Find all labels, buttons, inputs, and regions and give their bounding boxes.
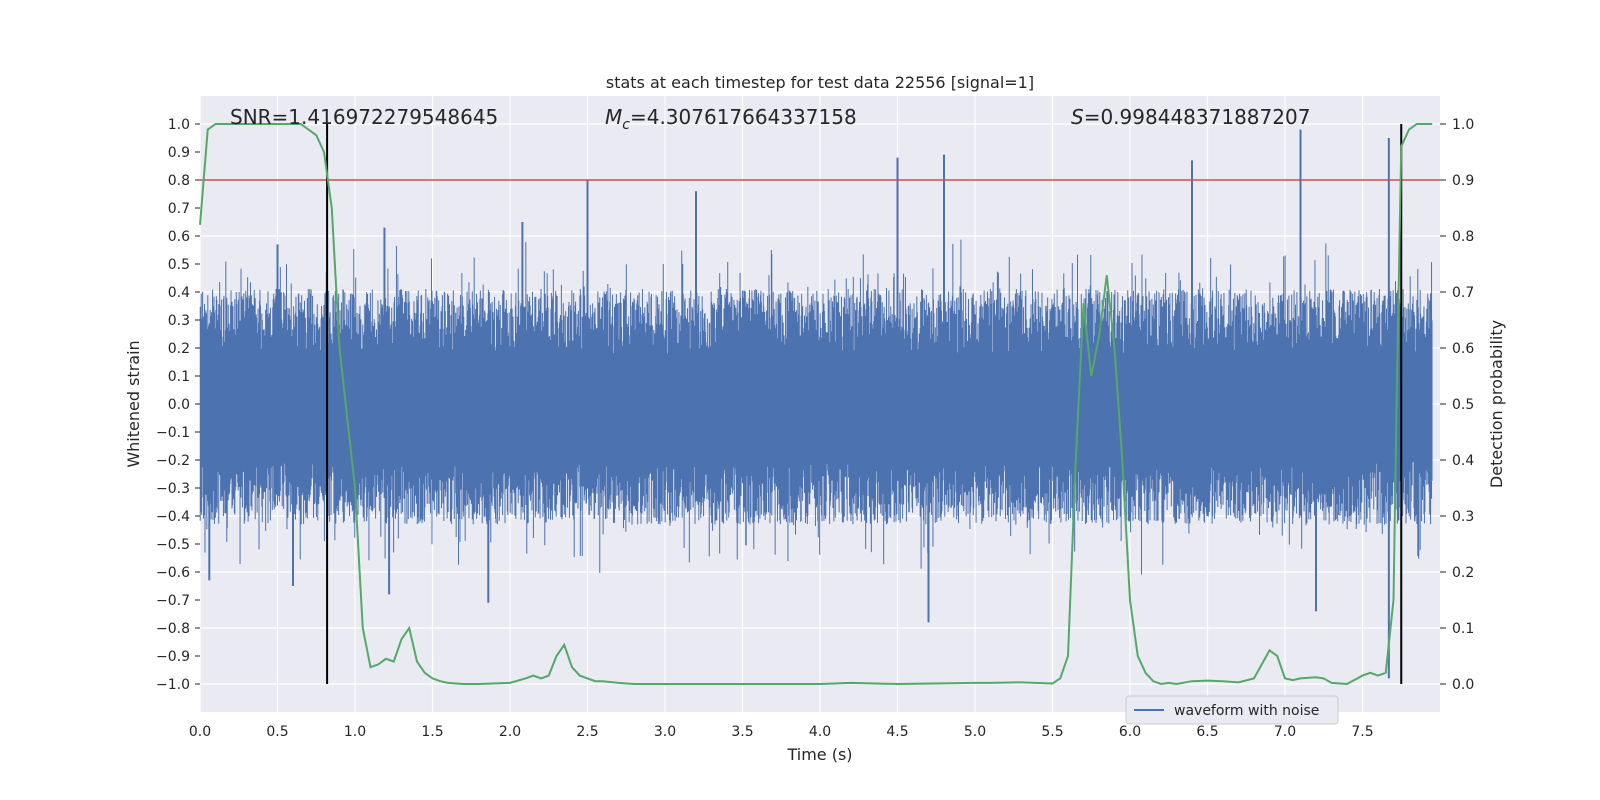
y-tick-label-right: 0.0 [1452,677,1474,693]
y-tick-label-left: 0.1 [168,369,190,385]
y-tick-label-left: −0.5 [156,537,190,553]
x-tick-labels: 0.0 0.5 1.0 1.5 2.0 2.5 3.0 3.5 4.0 4.5 5.0 5.5 6.0 6… [189,724,1374,740]
x-tick-label: 4.0 [809,724,831,740]
x-tick-label: 6.5 [1196,724,1218,740]
y-tick-label-right: 0.5 [1452,397,1474,413]
y-tick-label-left: 1.0 [168,117,190,133]
y-axis-label-right: Detection probability [1487,320,1506,488]
y-tick-label-right: 1.0 [1452,117,1474,133]
y-tick-label-left: −0.2 [156,453,190,469]
y-tick-label-right: 0.8 [1452,229,1474,245]
mc-annotation: Mc=4.307617664337158 [605,105,857,133]
y-tick-label-left: −0.3 [156,481,190,497]
x-tick-label: 6.0 [1119,724,1141,740]
y-tick-label-left: 0.9 [168,145,190,161]
y-tick-label-left: 0.4 [168,285,190,301]
y-tick-label-right: 0.2 [1452,565,1474,581]
x-tick-label: 0.5 [266,724,288,740]
legend: waveform with noise [1125,695,1339,725]
y-tick-labels-right: 1.0 0.9 0.8 0.7 0.6 0.5 0.4 0.3 0.2 0.1 0.0 [1440,117,1474,693]
s-annotation: S=0.998448371887207 [1071,105,1310,129]
x-tick-label: 5.0 [964,724,986,740]
y-tick-label-right: 0.7 [1452,285,1474,301]
waveform-series [199,129,1433,679]
y-tick-label-left: 0.8 [168,173,190,189]
y-tick-label-left: −0.1 [156,425,190,441]
waveform-core-band [200,353,1433,460]
x-tick-label: 7.0 [1274,724,1296,740]
x-tick-label: 2.5 [576,724,598,740]
y-tick-label-right: 0.6 [1452,341,1474,357]
x-tick-label: 4.5 [886,724,908,740]
y-tick-label-right: 0.9 [1452,173,1474,189]
chart-title: stats at each timestep for test data 225… [606,73,1034,92]
y-tick-label-left: 0.2 [168,341,190,357]
y-tick-label-left: 0.0 [168,397,190,413]
y-tick-label-right: 0.1 [1452,621,1474,637]
y-tick-label-left: −0.4 [156,509,190,525]
y-tick-label-left: 0.7 [168,201,190,217]
x-tick-label: 5.5 [1041,724,1063,740]
y-tick-labels-left: 1.0 0.9 0.8 0.7 0.6 0.5 0.4 0.3 0.2 0.1 0.0 −0.1 −0.… [156,117,200,693]
y-tick-label-left: 0.5 [168,257,190,273]
x-tick-label: 3.0 [654,724,676,740]
snr-annotation: SNR=1.416972279548645 [230,105,498,129]
y-tick-label-right: 0.3 [1452,509,1474,525]
y-tick-label-left: −1.0 [156,677,190,693]
x-tick-label: 0.0 [189,724,211,740]
x-axis-label: Time (s) [786,745,852,764]
vertical-markers [326,124,1403,684]
y-tick-label-left: 0.3 [168,313,190,329]
y-tick-label-left: −0.6 [156,565,190,581]
y-tick-label-right: 0.4 [1452,453,1474,469]
x-tick-label: 7.5 [1351,724,1373,740]
y-tick-label-left: −0.7 [156,593,190,609]
y-tick-label-left: 0.6 [168,229,190,245]
legend-box [1125,695,1339,725]
x-tick-label: 1.5 [421,724,443,740]
y-axis-label-left: Whitened strain [124,340,143,467]
x-tick-label: 3.5 [731,724,753,740]
y-tick-label-left: −0.9 [156,649,190,665]
x-tick-label: 2.0 [499,724,521,740]
x-tick-label: 1.0 [344,724,366,740]
y-tick-label-left: −0.8 [156,621,190,637]
legend-label: waveform with noise [1174,703,1319,719]
detection-probability-line [199,123,1433,686]
